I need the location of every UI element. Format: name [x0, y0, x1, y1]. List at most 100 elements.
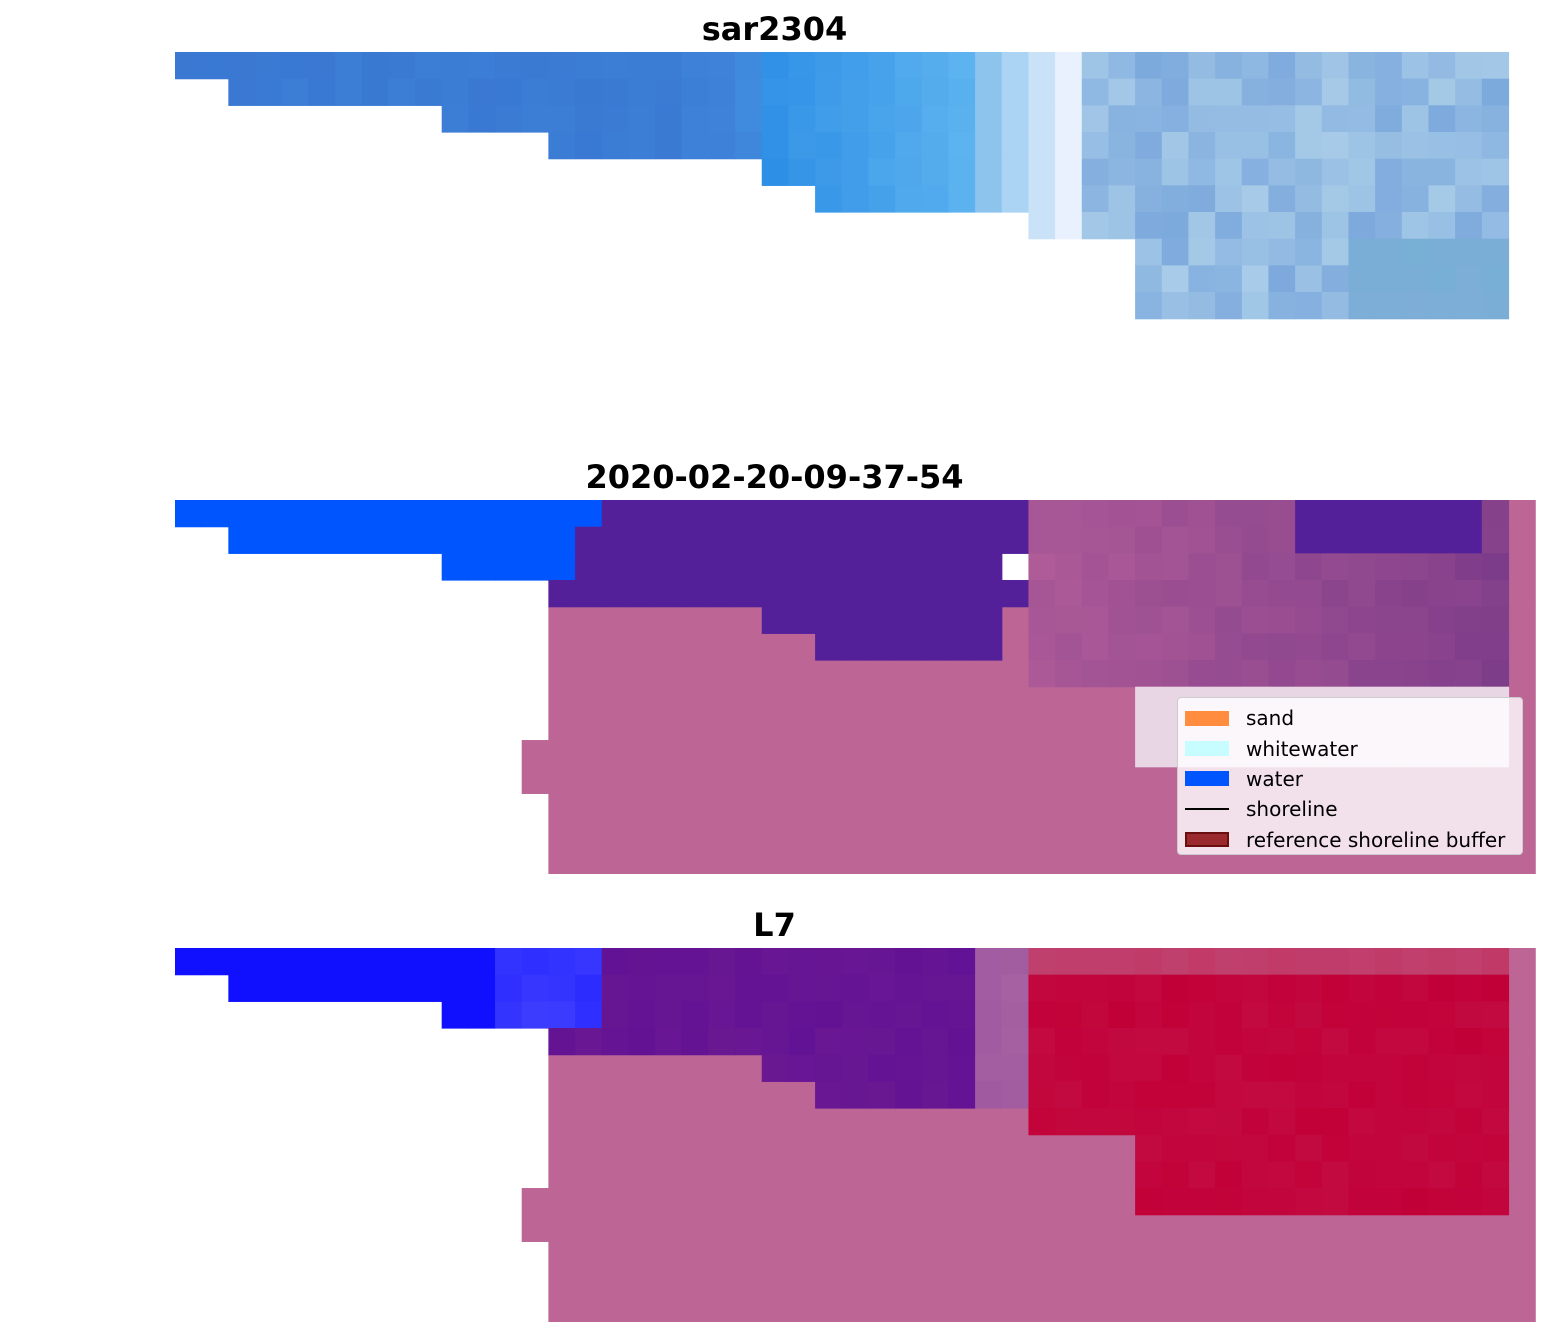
pixel-cell — [1401, 553, 1430, 581]
pixel-cell — [1348, 1081, 1376, 1109]
pixel-cell — [1481, 553, 1510, 581]
pixel-cell — [1215, 633, 1243, 661]
legend: sand whitewater water shoreline referenc… — [1177, 697, 1523, 855]
pixel-cell — [735, 553, 763, 581]
pixel-cell — [1481, 105, 1510, 133]
pixel-cell — [1135, 1081, 1163, 1109]
buffer-mask — [521, 1188, 549, 1242]
pixel-cell — [1188, 212, 1216, 240]
pixel-cell — [548, 105, 576, 133]
pixel-cell — [868, 1028, 896, 1056]
pixel-cell — [281, 52, 309, 80]
pixel-cell — [1215, 265, 1243, 293]
pixel-cell — [228, 500, 256, 528]
pixel-cell — [1001, 158, 1030, 186]
pixel-cell — [1428, 238, 1456, 266]
pixel-cell — [1188, 78, 1216, 106]
pixel-cell — [361, 500, 389, 528]
pixel-cell — [1268, 158, 1296, 186]
pixel-cell — [1348, 265, 1376, 293]
pixel-cell — [521, 78, 549, 106]
pixel-cell — [1428, 1188, 1456, 1216]
pixel-cell — [308, 974, 336, 1002]
pixel-cell — [841, 105, 870, 133]
pixel-cell — [1268, 212, 1296, 240]
pixel-cell — [735, 52, 763, 80]
pixel-cell — [921, 78, 950, 106]
pixel-cell — [361, 948, 389, 976]
pixel-cell — [1428, 553, 1456, 581]
pixel-cell — [1135, 553, 1163, 581]
pixel-cell — [1135, 1028, 1163, 1056]
pixel-cell — [1321, 553, 1350, 581]
pixel-cell — [415, 526, 443, 554]
pixel-cell — [975, 1001, 1003, 1029]
pixel-cell — [628, 52, 656, 80]
pixel-cell — [1401, 500, 1430, 528]
pixel-cell — [1268, 1001, 1296, 1029]
pixel-cell — [1161, 1001, 1190, 1029]
pixel-cell — [1188, 132, 1216, 160]
pixel-cell — [388, 526, 416, 554]
pixel-cell — [1401, 1028, 1430, 1056]
pixel-cell — [1028, 1108, 1056, 1136]
pixel-cell — [655, 948, 683, 976]
pixel-cell — [1215, 52, 1243, 80]
pixel-cell — [788, 78, 816, 106]
pixel-cell — [1055, 132, 1083, 160]
pixel-cell — [1241, 633, 1270, 661]
legend-item-shoreline: shoreline — [1185, 794, 1522, 824]
pixel-cell — [1135, 185, 1163, 213]
pixel-cell — [1241, 974, 1270, 1002]
pixel-cell — [895, 158, 923, 186]
pixel-cell — [1135, 105, 1163, 133]
pixel-cell — [1455, 265, 1483, 293]
pixel-cell — [921, 105, 950, 133]
pixel-cell — [1081, 78, 1110, 106]
pixel-cell — [1108, 948, 1136, 976]
pixel-cell — [975, 526, 1003, 554]
pixel-cell — [468, 553, 496, 581]
pixel-cell — [388, 52, 416, 80]
pixel-cell — [1055, 185, 1083, 213]
pixel-cell — [281, 78, 309, 106]
pixel-cell — [868, 948, 896, 976]
pixel-cell — [1268, 265, 1296, 293]
pixel-cell — [1348, 500, 1376, 528]
pixel-cell — [975, 974, 1003, 1002]
pixel-cell — [575, 553, 603, 581]
pixel-cell — [655, 1001, 683, 1029]
pixel-cell — [1028, 580, 1056, 608]
pixel-cell — [1375, 1001, 1403, 1029]
pixel-cell — [1161, 500, 1190, 528]
pixel-cell — [1428, 105, 1456, 133]
pixel-cell — [761, 105, 790, 133]
pixel-cell — [1241, 1001, 1270, 1029]
pixel-cell — [681, 553, 709, 581]
pixel-cell — [735, 105, 763, 133]
pixel-cell — [895, 633, 923, 661]
pixel-cell — [868, 132, 896, 160]
pixel-cell — [308, 52, 336, 80]
pixel-cell — [1268, 526, 1296, 554]
pixel-cell — [1081, 52, 1110, 80]
pixel-cell — [468, 974, 496, 1002]
pixel-cell — [441, 1001, 469, 1029]
pixel-cell — [1055, 78, 1083, 106]
pixel-cell — [1268, 292, 1296, 320]
pixel-cell — [1055, 1054, 1083, 1082]
pixel-cell — [1055, 553, 1083, 581]
pixel-cell — [1081, 158, 1110, 186]
pixel-cell — [948, 78, 976, 106]
pixel-cell — [1375, 265, 1403, 293]
pixel-cell — [1401, 580, 1430, 608]
pixel-cell — [628, 500, 656, 528]
pixel-cell — [948, 500, 976, 528]
buffer-mask — [1508, 500, 1536, 608]
pixel-cell — [841, 500, 870, 528]
pixel-cell — [575, 105, 603, 133]
pixel-cell — [1028, 606, 1056, 634]
pixel-cell — [1028, 1001, 1056, 1029]
pixel-cell — [1241, 292, 1270, 320]
pixel-cell — [1295, 553, 1323, 581]
